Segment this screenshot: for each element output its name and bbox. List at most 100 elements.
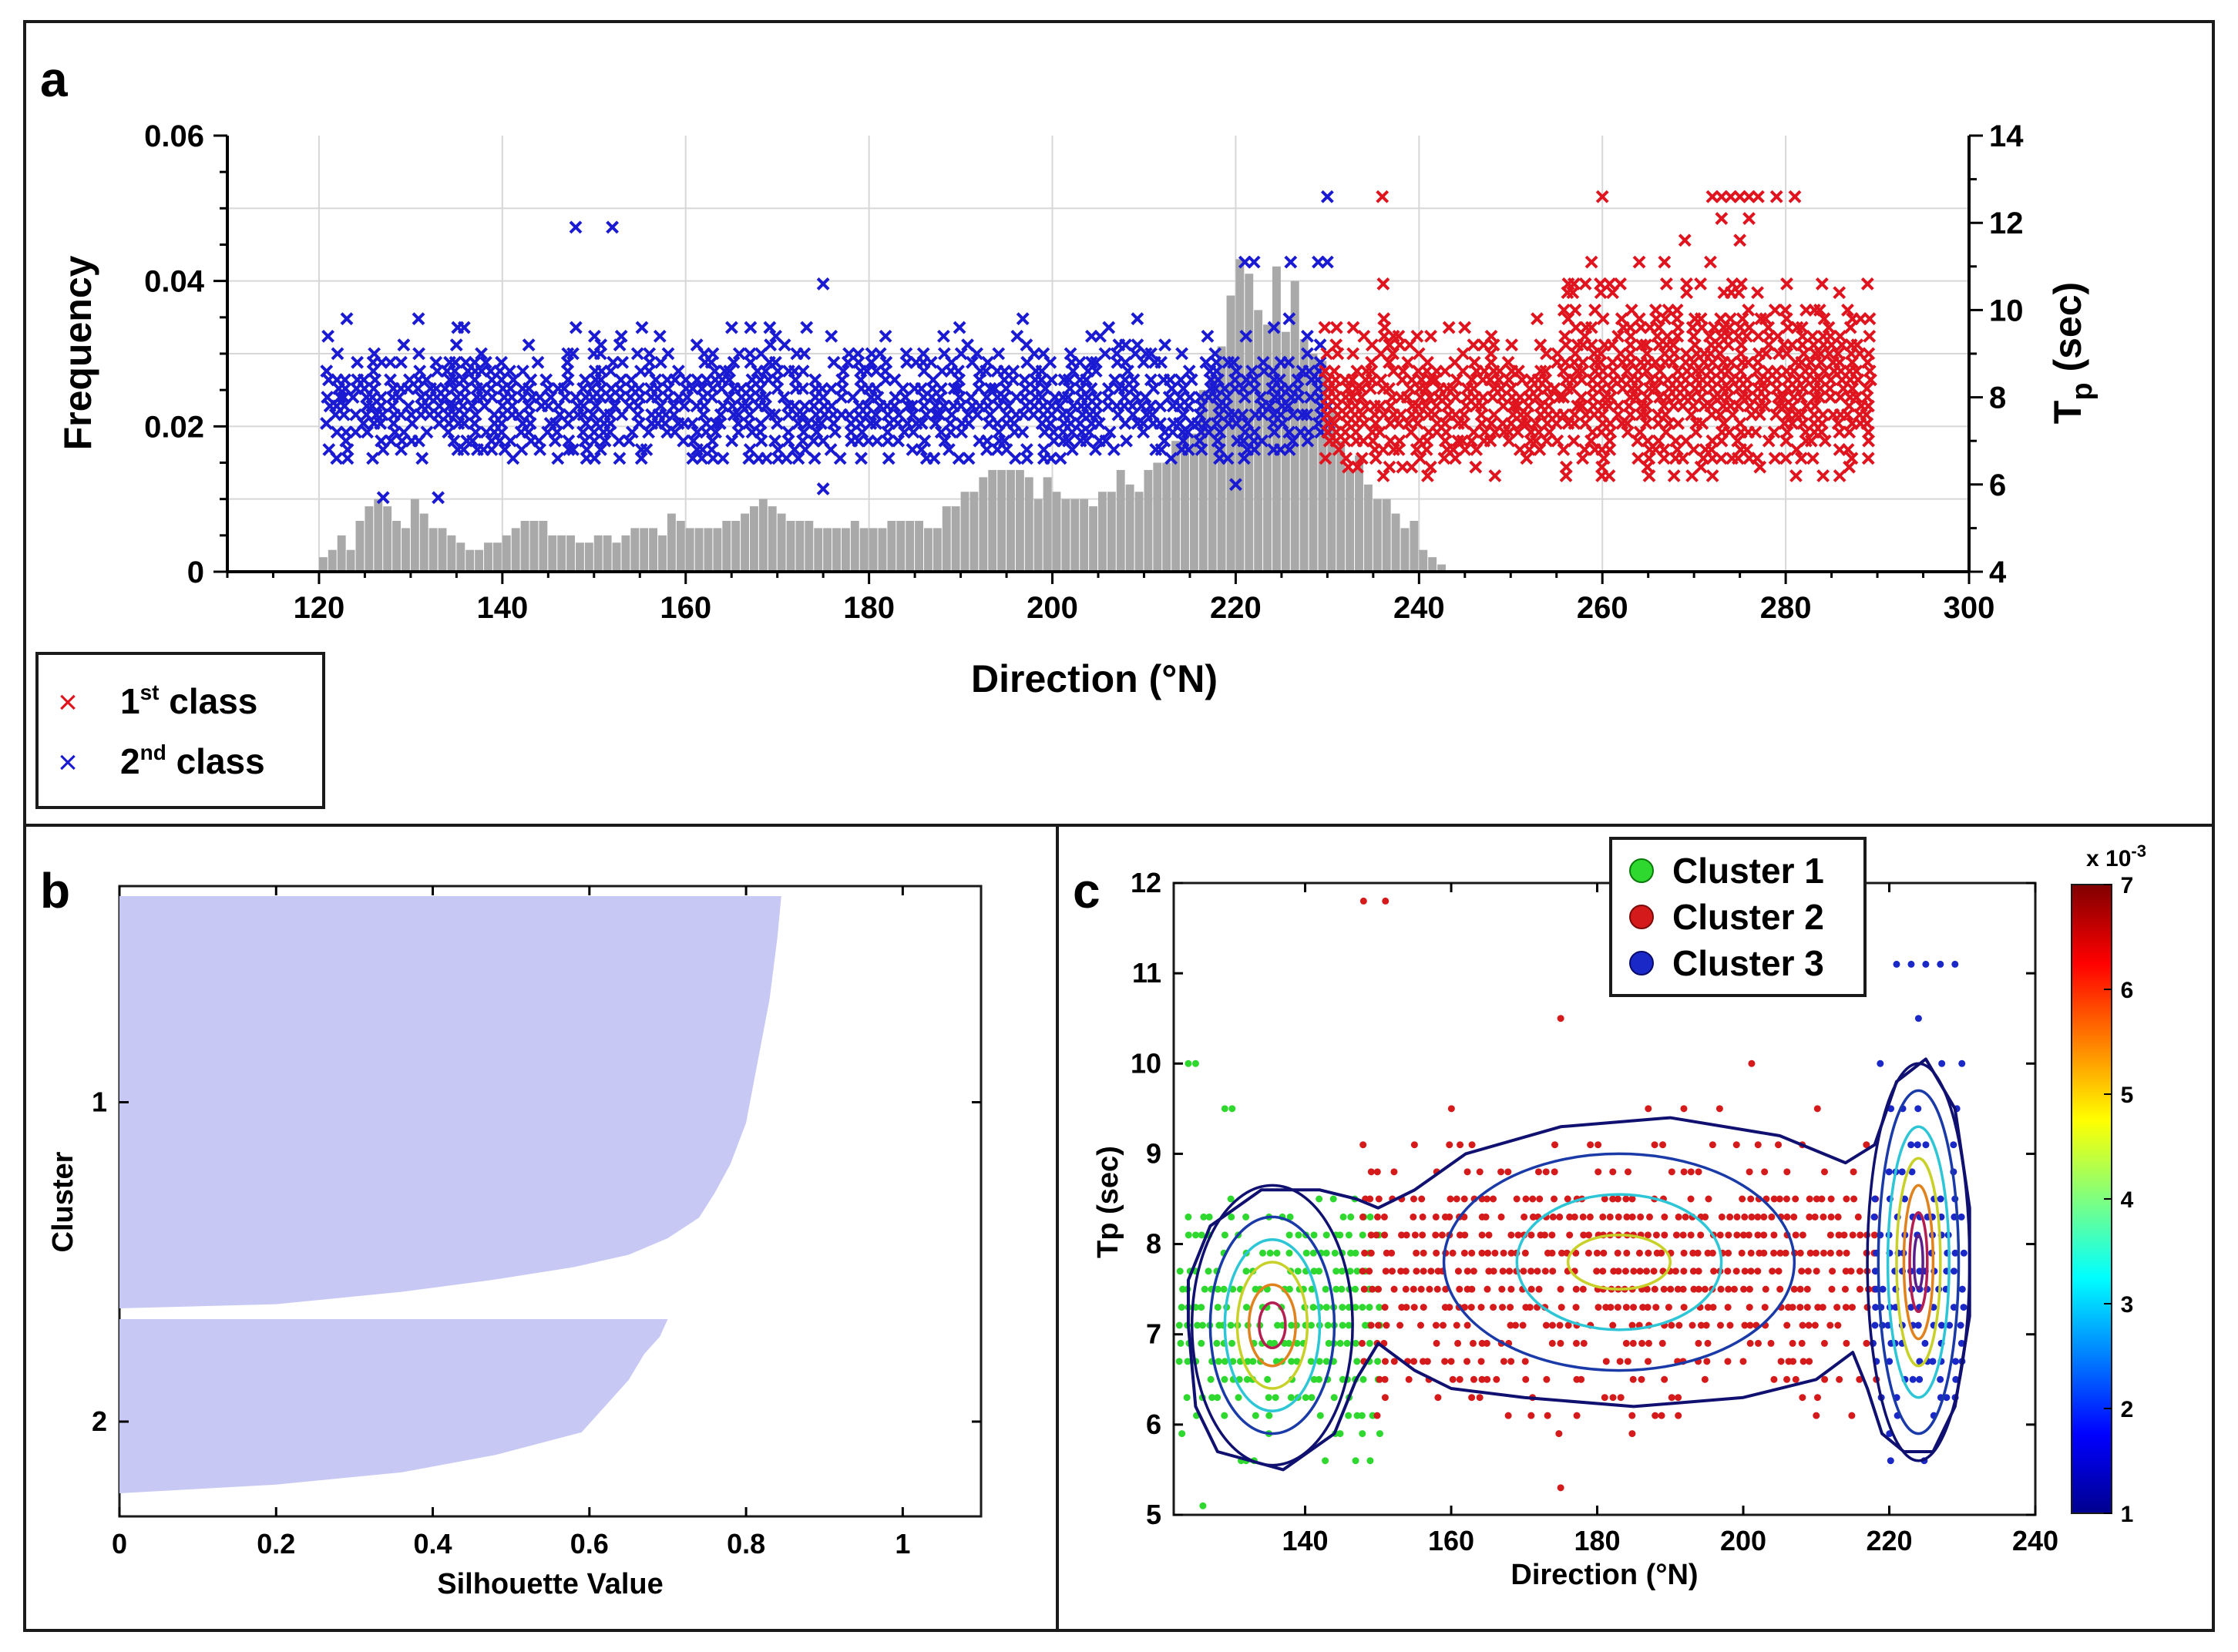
histogram-bar (832, 528, 841, 572)
histogram-bar (750, 506, 758, 572)
histogram-bar (704, 528, 713, 572)
marker-stroke (915, 443, 928, 456)
histogram-bar (1134, 492, 1144, 572)
point-1st-class (1734, 277, 1748, 290)
point-2nd-class (357, 373, 371, 387)
marker-stroke (442, 425, 455, 439)
marker-stroke (576, 399, 590, 413)
point-2nd-class (915, 443, 928, 456)
marker-stroke (346, 391, 360, 405)
point-1st-class (1751, 286, 1764, 300)
point-2nd-class (1016, 425, 1030, 439)
histogram-bar (1015, 469, 1024, 572)
point-2nd-class (952, 364, 965, 378)
point-2nd-class (771, 417, 784, 430)
point-1st-class (1771, 329, 1785, 343)
marker-stroke (873, 347, 887, 361)
marker-stroke (716, 452, 730, 465)
point-2nd-class (661, 347, 675, 361)
point-2nd-class (744, 321, 758, 334)
marker-stroke (796, 408, 810, 421)
point-1st-class (1631, 434, 1645, 448)
marker-stroke (397, 338, 411, 352)
point-1st-class (1661, 329, 1674, 343)
point-2nd-class (587, 425, 601, 439)
marker-stroke (402, 399, 415, 413)
point-2nd-class (542, 399, 555, 413)
point-1st-class (1327, 364, 1341, 378)
point-2nd-class (449, 355, 462, 369)
marker-stroke (614, 373, 628, 387)
point-2nd-class (918, 434, 932, 448)
marker-stroke (330, 452, 344, 465)
histogram-bar (1043, 477, 1052, 572)
marker-stroke (841, 355, 855, 369)
histogram-bar (1024, 477, 1033, 572)
point-2nd-class (366, 452, 379, 465)
marker-stroke (569, 321, 583, 334)
point-2nd-class (869, 381, 883, 395)
marker-stroke (557, 381, 571, 395)
point-2nd-class (879, 355, 893, 369)
point-2nd-class (374, 417, 388, 430)
marker-stroke (896, 381, 910, 395)
point-2nd-class (685, 417, 699, 430)
histogram-bar (841, 528, 850, 572)
point-1st-class (1658, 255, 1672, 269)
marker-stroke (432, 408, 445, 421)
point-2nd-class (331, 347, 344, 361)
marker-stroke (695, 452, 709, 465)
marker-stroke (413, 364, 427, 378)
marker-stroke (412, 347, 425, 361)
point-2nd-class (1201, 329, 1215, 343)
marker-stroke (771, 364, 785, 378)
marker-stroke (630, 347, 644, 361)
marker-stroke (590, 399, 603, 413)
point-1st-class (1632, 255, 1646, 269)
point-1st-class (1449, 391, 1463, 405)
marker-stroke (825, 381, 838, 395)
histogram-bar (1080, 499, 1089, 572)
panel-a-frame (23, 20, 2215, 827)
marker-stroke (447, 434, 461, 448)
histogram-bar (484, 542, 492, 572)
marker-stroke (687, 434, 701, 448)
point-2nd-class (539, 373, 553, 387)
marker-stroke (763, 321, 777, 334)
histogram-bar (539, 520, 548, 572)
point-2nd-class (723, 364, 737, 378)
marker-stroke (827, 355, 841, 369)
point-2nd-class (321, 329, 335, 343)
histogram-bar (887, 520, 896, 572)
point-2nd-class (741, 399, 754, 413)
marker-stroke (869, 381, 883, 395)
point-1st-class (1705, 469, 1719, 482)
marker-stroke (816, 434, 830, 448)
point-1st-class (1584, 255, 1598, 269)
marker-stroke (522, 338, 536, 352)
marker-stroke (836, 364, 850, 378)
histogram-bar (649, 528, 658, 572)
marker-stroke (938, 434, 952, 448)
point-2nd-class (603, 408, 617, 421)
point-2nd-class (962, 452, 976, 465)
marker-stroke (677, 399, 691, 413)
marker-stroke (677, 434, 691, 448)
histogram-bar (777, 513, 786, 572)
point-2nd-class (484, 364, 498, 378)
point-2nd-class (1144, 373, 1158, 387)
histogram-bar (758, 499, 768, 572)
histogram-bar (924, 528, 932, 572)
marker-stroke (760, 452, 773, 465)
point-2nd-class (586, 408, 600, 421)
marker-stroke (833, 452, 847, 465)
point-2nd-class (566, 347, 580, 361)
marker-stroke (429, 355, 443, 369)
histogram-bar (1033, 499, 1043, 572)
marker-stroke (503, 364, 516, 378)
marker-stroke (340, 312, 354, 326)
marker-stroke (742, 452, 756, 465)
histogram-bar (869, 528, 878, 572)
point-1st-class (1520, 452, 1534, 465)
point-2nd-class (566, 443, 580, 456)
